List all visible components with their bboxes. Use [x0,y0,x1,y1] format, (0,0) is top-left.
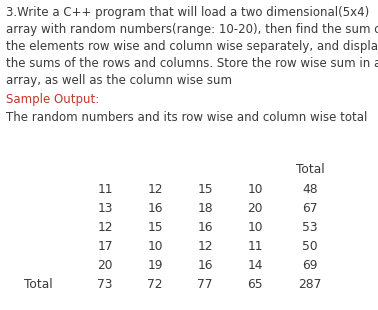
Text: 10: 10 [147,240,163,253]
Text: 15: 15 [147,221,163,234]
Text: 10: 10 [247,221,263,234]
Text: 13: 13 [97,202,113,215]
Text: 16: 16 [197,221,213,234]
Text: 3.Write a C++ program that will load a two dimensional(5x4): 3.Write a C++ program that will load a t… [6,6,369,19]
Text: Sample Output:: Sample Output: [6,93,99,106]
Text: 50: 50 [302,240,318,253]
Text: 16: 16 [197,259,213,272]
Text: 72: 72 [147,278,163,291]
Text: 77: 77 [197,278,213,291]
Text: 15: 15 [197,183,213,196]
Text: the elements row wise and column wise separately, and display: the elements row wise and column wise se… [6,40,378,53]
Text: 69: 69 [302,259,318,272]
Text: Total: Total [24,278,52,291]
Text: 14: 14 [247,259,263,272]
Text: array, as well as the column wise sum: array, as well as the column wise sum [6,74,232,87]
Text: 12: 12 [147,183,163,196]
Text: The random numbers and its row wise and column wise total: The random numbers and its row wise and … [6,111,367,124]
Text: 53: 53 [302,221,318,234]
Text: 17: 17 [97,240,113,253]
Text: Total: Total [296,163,324,176]
Text: the sums of the rows and columns. Store the row wise sum in an: the sums of the rows and columns. Store … [6,57,378,70]
Text: 73: 73 [97,278,113,291]
Text: 16: 16 [147,202,163,215]
Text: array with random numbers(range: 10-20), then find the sum of: array with random numbers(range: 10-20),… [6,23,378,36]
Text: 11: 11 [247,240,263,253]
Text: 12: 12 [197,240,213,253]
Text: 10: 10 [247,183,263,196]
Text: 12: 12 [97,221,113,234]
Text: 48: 48 [302,183,318,196]
Text: 11: 11 [97,183,113,196]
Text: 18: 18 [197,202,213,215]
Text: 65: 65 [247,278,263,291]
Text: 67: 67 [302,202,318,215]
Text: 20: 20 [97,259,113,272]
Text: 20: 20 [247,202,263,215]
Text: 287: 287 [298,278,322,291]
Text: 19: 19 [147,259,163,272]
